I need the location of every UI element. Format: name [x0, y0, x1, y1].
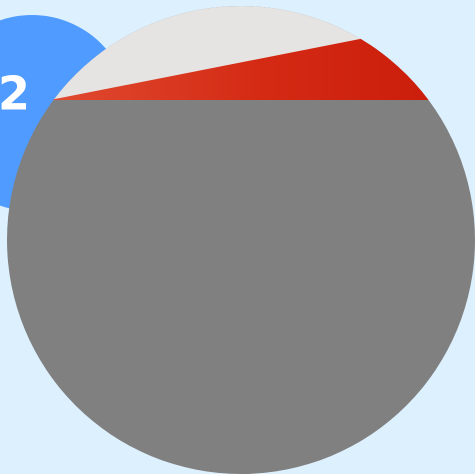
image-red-wedge [50, 30, 475, 100]
badge-label[interactable]: 2 [0, 67, 30, 121]
